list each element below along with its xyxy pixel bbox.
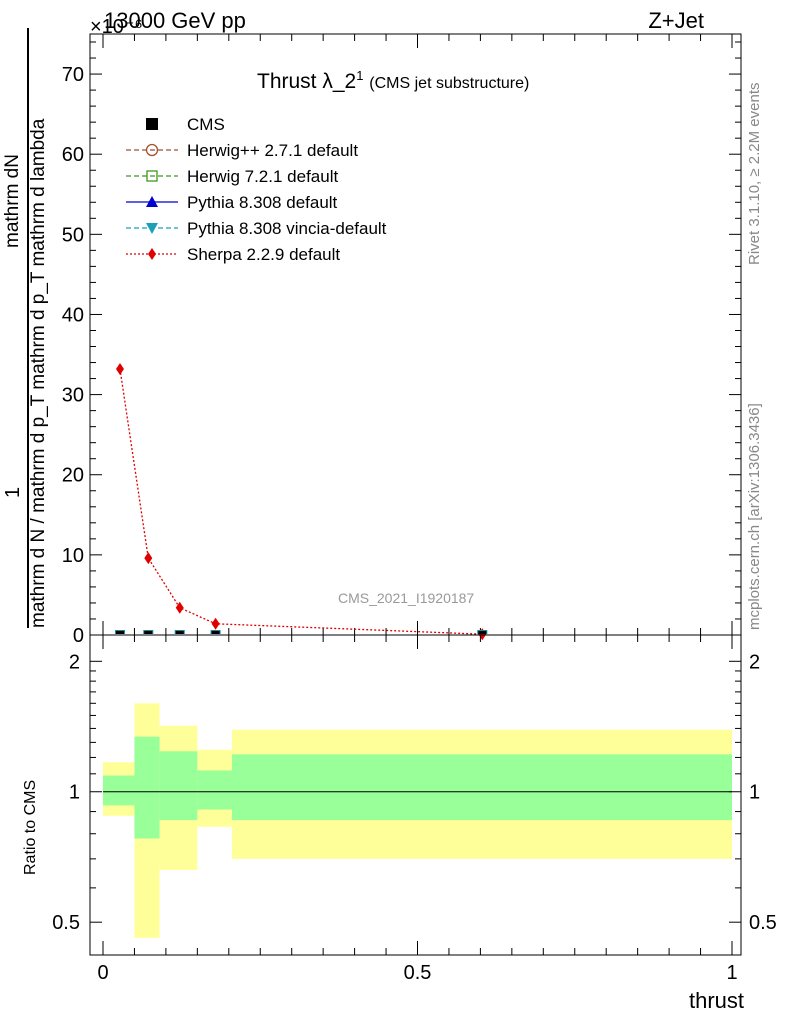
ratio-inner-band bbox=[231, 754, 732, 821]
legend-label: CMS bbox=[187, 115, 225, 134]
ratio-y-tick-label: 2 bbox=[69, 651, 80, 673]
ratio-y-tick-label-right: 2 bbox=[749, 651, 760, 673]
legend-label: Herwig 7.2.1 default bbox=[187, 167, 338, 186]
x-tick-label: 1 bbox=[726, 962, 737, 984]
legend-label: Herwig++ 2.7.1 default bbox=[187, 141, 358, 160]
cms-point bbox=[115, 631, 124, 634]
sherpa-point bbox=[478, 628, 487, 641]
legend-label: Pythia 8.308 default bbox=[187, 193, 338, 212]
ratio-y-tick-label: 1 bbox=[69, 782, 80, 804]
x-axis-title: thrust bbox=[688, 988, 744, 1013]
cms-point bbox=[144, 631, 153, 634]
legend-label: Sherpa 2.2.9 default bbox=[187, 245, 340, 264]
legend-entry: Sherpa 2.2.9 default bbox=[126, 245, 340, 264]
x-tick-label: 0.5 bbox=[404, 962, 432, 984]
legend-entry: Pythia 8.308 vincia-default bbox=[126, 219, 387, 238]
ratio-inner-band bbox=[103, 775, 135, 806]
ratio-inner-band bbox=[134, 736, 160, 839]
legend-marker bbox=[145, 143, 159, 157]
sherpa-point bbox=[211, 617, 220, 630]
legend-label: Pythia 8.308 vincia-default bbox=[187, 219, 387, 238]
sherpa-point bbox=[115, 362, 124, 375]
cms-point bbox=[478, 631, 487, 634]
header-process: Z+Jet bbox=[648, 8, 704, 33]
ratio-y-tick-label-right: 1 bbox=[749, 782, 760, 804]
legend-marker bbox=[146, 170, 158, 182]
cms-point bbox=[211, 631, 220, 634]
ratio-y-tick-label-right: 0.5 bbox=[749, 912, 777, 934]
y-tick-label: 20 bbox=[62, 465, 84, 487]
y-tick-label: 10 bbox=[62, 545, 84, 567]
y-tick-label: 40 bbox=[62, 304, 84, 326]
title-text: Thrust λ_2 bbox=[257, 70, 357, 93]
plot-title: Thrust λ_21 (CMS jet substructure) bbox=[257, 68, 529, 94]
title-subtitle: (CMS jet substructure) bbox=[369, 75, 530, 92]
ratio-frame bbox=[89, 634, 742, 956]
y-tick-label: 0 bbox=[73, 625, 84, 647]
analysis-watermark: CMS_2021_I1920187 bbox=[338, 590, 475, 606]
legend-marker bbox=[146, 196, 158, 207]
x-tick-label: 0 bbox=[97, 962, 108, 984]
ratio-y-tick-label: 0.5 bbox=[52, 912, 80, 934]
y-tick-label: 60 bbox=[62, 144, 84, 166]
y-tick-label: 50 bbox=[62, 224, 84, 246]
sherpa-point bbox=[175, 601, 184, 614]
sherpa-point bbox=[144, 552, 153, 565]
y-tick-label: 30 bbox=[62, 385, 84, 407]
legend-entry: CMS bbox=[146, 115, 225, 134]
header-energy: 13000 GeV pp bbox=[104, 8, 246, 33]
title-sup: 1 bbox=[356, 68, 364, 83]
legend-entry: Pythia 8.308 default bbox=[126, 193, 338, 212]
ratio-inner-band bbox=[159, 751, 198, 821]
y-tick-label: 70 bbox=[62, 64, 84, 86]
legend-entry: Herwig 7.2.1 default bbox=[126, 167, 338, 186]
ratio-inner-band bbox=[197, 770, 232, 810]
legend-marker bbox=[148, 248, 156, 260]
cms-point bbox=[175, 631, 184, 634]
legend-entry: Herwig++ 2.7.1 default bbox=[126, 141, 358, 160]
ratio-y-title: Ratio to CMS bbox=[22, 779, 39, 875]
legend-marker bbox=[146, 223, 158, 234]
legend-marker bbox=[146, 118, 158, 130]
exponent-label: ×10⁻⁶ bbox=[90, 16, 143, 38]
